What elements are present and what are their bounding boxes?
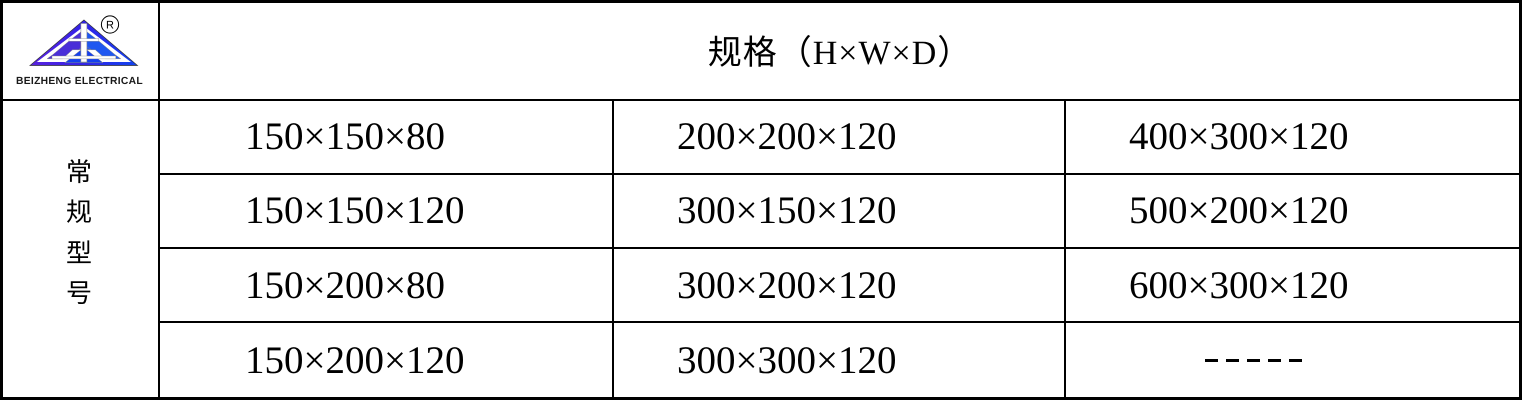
svg-text:R: R: [106, 20, 114, 32]
